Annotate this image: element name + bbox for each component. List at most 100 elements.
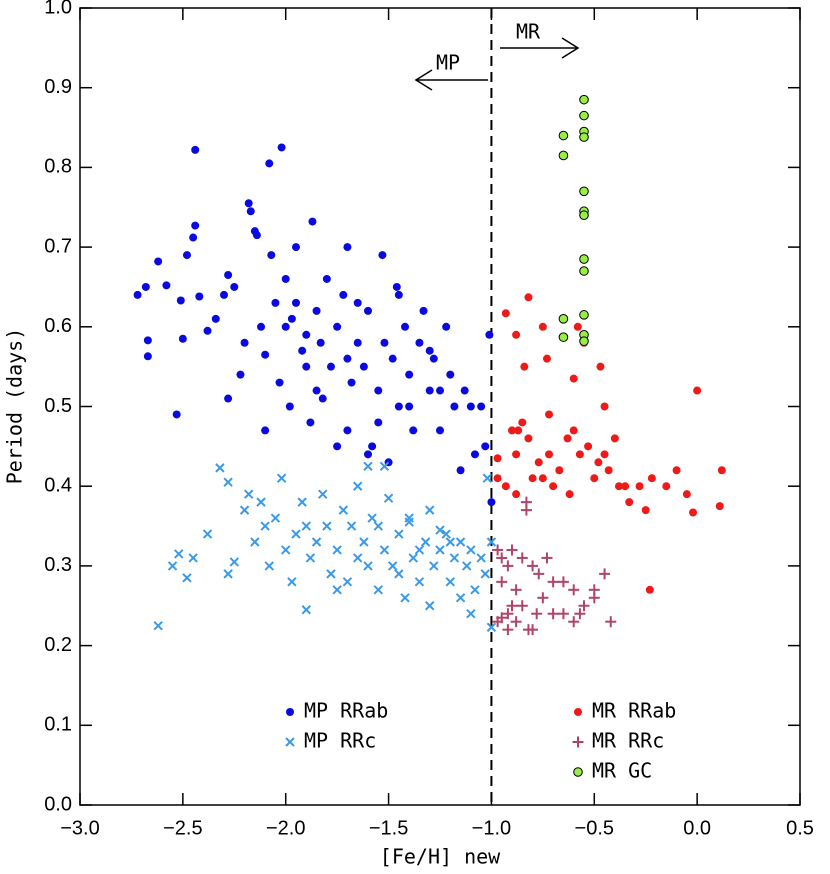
point-stroke <box>332 585 342 595</box>
point-stroke <box>174 549 184 559</box>
x-tick-label: −1.5 <box>369 817 408 839</box>
point <box>322 274 331 283</box>
point <box>287 314 296 323</box>
point <box>635 482 644 491</box>
point <box>305 553 316 563</box>
point <box>429 354 438 363</box>
point <box>143 336 152 345</box>
point-stroke <box>486 622 497 632</box>
point <box>188 553 198 563</box>
point-stroke <box>250 537 260 547</box>
point <box>555 466 564 475</box>
point <box>291 529 301 539</box>
point-stroke <box>445 577 455 587</box>
point <box>502 624 514 636</box>
point <box>501 309 510 318</box>
point <box>460 386 469 395</box>
point <box>492 544 504 556</box>
point <box>547 608 559 620</box>
point <box>520 504 532 516</box>
point <box>252 231 261 240</box>
point <box>347 378 356 387</box>
point <box>579 132 589 142</box>
point <box>261 426 270 435</box>
point-stroke <box>305 553 316 563</box>
point-stroke <box>455 593 466 603</box>
x-tick-label: −0.5 <box>575 817 614 839</box>
point <box>143 352 152 361</box>
point <box>486 622 497 632</box>
point <box>575 450 584 459</box>
point <box>506 600 518 612</box>
point-stroke <box>167 561 178 571</box>
legend-label: MR GC <box>592 759 652 783</box>
point <box>545 450 554 459</box>
point-stroke <box>182 573 192 583</box>
annotation: MR <box>516 20 541 44</box>
point <box>182 251 191 260</box>
y-tick-label: 0.9 <box>44 76 72 98</box>
point <box>588 592 600 604</box>
point <box>373 585 383 595</box>
point <box>419 306 428 315</box>
point <box>476 553 486 563</box>
point <box>466 609 476 619</box>
point <box>466 545 476 555</box>
point <box>425 601 435 611</box>
point <box>353 298 362 307</box>
point <box>596 362 605 371</box>
point <box>605 616 617 628</box>
point <box>487 498 496 507</box>
arrow-head <box>561 37 580 59</box>
point <box>368 442 377 451</box>
point <box>508 426 516 435</box>
point-stroke <box>420 537 431 547</box>
legend-label: MP RRc <box>304 729 376 753</box>
point <box>541 552 553 564</box>
point <box>493 454 502 463</box>
point <box>388 354 397 363</box>
point-stroke <box>332 545 342 555</box>
point <box>333 322 342 331</box>
point-stroke <box>260 521 270 531</box>
point <box>292 243 300 252</box>
point <box>250 537 260 547</box>
point <box>506 544 518 556</box>
point <box>579 186 589 197</box>
point <box>545 410 554 419</box>
point-stroke <box>425 601 435 611</box>
point <box>614 482 623 491</box>
point <box>579 266 589 276</box>
point <box>297 497 307 507</box>
point <box>455 537 466 547</box>
point <box>715 502 724 511</box>
point <box>449 553 460 563</box>
point <box>167 561 178 571</box>
point <box>409 426 418 435</box>
point <box>512 330 521 339</box>
point <box>594 458 603 467</box>
point <box>574 608 586 620</box>
point <box>531 608 543 620</box>
point-stroke <box>223 477 233 487</box>
point-stroke <box>153 620 163 631</box>
point <box>401 322 410 331</box>
point <box>312 306 321 315</box>
point <box>520 362 529 371</box>
point <box>462 561 472 571</box>
x-tick-label: −1.0 <box>472 817 511 839</box>
point <box>435 525 445 535</box>
point <box>229 557 239 567</box>
point <box>514 426 523 435</box>
point <box>502 560 514 572</box>
point <box>717 466 726 475</box>
point <box>277 143 286 152</box>
point-stroke <box>326 569 336 579</box>
point <box>380 338 389 347</box>
point <box>342 577 353 587</box>
point <box>195 292 204 301</box>
point <box>276 473 287 483</box>
point <box>527 624 539 636</box>
point-stroke <box>429 561 439 571</box>
